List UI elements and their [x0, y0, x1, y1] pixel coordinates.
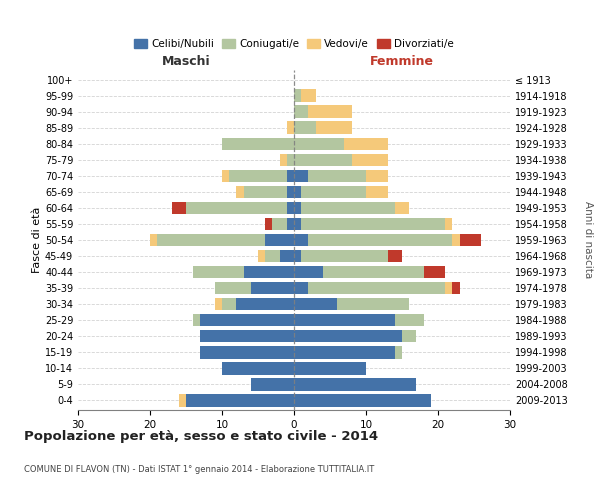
- Bar: [236, 298, 294, 310]
- Bar: [287, 122, 294, 134]
- Bar: [308, 282, 445, 294]
- Bar: [179, 394, 186, 406]
- Bar: [294, 282, 308, 294]
- Bar: [337, 298, 409, 310]
- Bar: [265, 250, 280, 262]
- Bar: [287, 186, 294, 198]
- Text: COMUNE DI FLAVON (TN) - Dati ISTAT 1° gennaio 2014 - Elaborazione TUTTITALIA.IT: COMUNE DI FLAVON (TN) - Dati ISTAT 1° ge…: [24, 465, 374, 474]
- Bar: [200, 330, 294, 342]
- Bar: [222, 298, 236, 310]
- Bar: [308, 106, 352, 118]
- Bar: [200, 346, 294, 358]
- Bar: [294, 170, 308, 182]
- Bar: [301, 186, 366, 198]
- Bar: [294, 154, 352, 166]
- Bar: [265, 234, 294, 246]
- Bar: [294, 186, 301, 198]
- Bar: [200, 314, 294, 326]
- Bar: [301, 90, 316, 102]
- Bar: [193, 314, 200, 326]
- Bar: [294, 266, 323, 278]
- Bar: [294, 122, 316, 134]
- Bar: [251, 378, 294, 390]
- Bar: [294, 298, 337, 310]
- Bar: [287, 170, 294, 182]
- Bar: [445, 282, 452, 294]
- Bar: [280, 250, 294, 262]
- Bar: [272, 218, 287, 230]
- Bar: [460, 234, 481, 246]
- Text: Anni di nascita: Anni di nascita: [583, 202, 593, 278]
- Bar: [294, 346, 395, 358]
- Bar: [452, 282, 460, 294]
- Bar: [294, 106, 308, 118]
- Bar: [294, 362, 366, 374]
- Bar: [294, 202, 301, 214]
- Bar: [395, 202, 409, 214]
- Bar: [222, 362, 294, 374]
- Bar: [424, 266, 445, 278]
- Bar: [222, 138, 294, 150]
- Bar: [172, 202, 186, 214]
- Bar: [294, 394, 431, 406]
- Y-axis label: Fasce di età: Fasce di età: [32, 207, 42, 273]
- Bar: [402, 330, 416, 342]
- Text: Maschi: Maschi: [161, 56, 211, 68]
- Bar: [344, 138, 388, 150]
- Bar: [287, 202, 294, 214]
- Bar: [366, 186, 388, 198]
- Bar: [301, 250, 388, 262]
- Bar: [395, 314, 424, 326]
- Bar: [229, 170, 287, 182]
- Text: Popolazione per età, sesso e stato civile - 2014: Popolazione per età, sesso e stato civil…: [24, 430, 378, 443]
- Bar: [294, 378, 416, 390]
- Bar: [236, 186, 244, 198]
- Bar: [294, 330, 402, 342]
- Bar: [251, 282, 294, 294]
- Bar: [294, 90, 301, 102]
- Bar: [244, 266, 294, 278]
- Bar: [294, 314, 395, 326]
- Bar: [287, 218, 294, 230]
- Bar: [395, 346, 402, 358]
- Bar: [265, 218, 272, 230]
- Bar: [308, 170, 366, 182]
- Bar: [294, 250, 301, 262]
- Bar: [323, 266, 424, 278]
- Bar: [308, 234, 452, 246]
- Bar: [301, 218, 445, 230]
- Bar: [280, 154, 287, 166]
- Bar: [258, 250, 265, 262]
- Bar: [452, 234, 460, 246]
- Text: Femmine: Femmine: [370, 56, 434, 68]
- Bar: [287, 154, 294, 166]
- Bar: [244, 186, 287, 198]
- Bar: [222, 170, 229, 182]
- Bar: [366, 170, 388, 182]
- Bar: [193, 266, 244, 278]
- Bar: [301, 202, 395, 214]
- Bar: [388, 250, 402, 262]
- Bar: [294, 218, 301, 230]
- Legend: Celibi/Nubili, Coniugati/e, Vedovi/e, Divorziati/e: Celibi/Nubili, Coniugati/e, Vedovi/e, Di…: [130, 34, 458, 53]
- Bar: [294, 234, 308, 246]
- Bar: [215, 282, 251, 294]
- Bar: [215, 298, 222, 310]
- Bar: [445, 218, 452, 230]
- Bar: [352, 154, 388, 166]
- Bar: [157, 234, 265, 246]
- Bar: [316, 122, 352, 134]
- Bar: [150, 234, 157, 246]
- Bar: [186, 202, 287, 214]
- Bar: [294, 138, 344, 150]
- Bar: [186, 394, 294, 406]
